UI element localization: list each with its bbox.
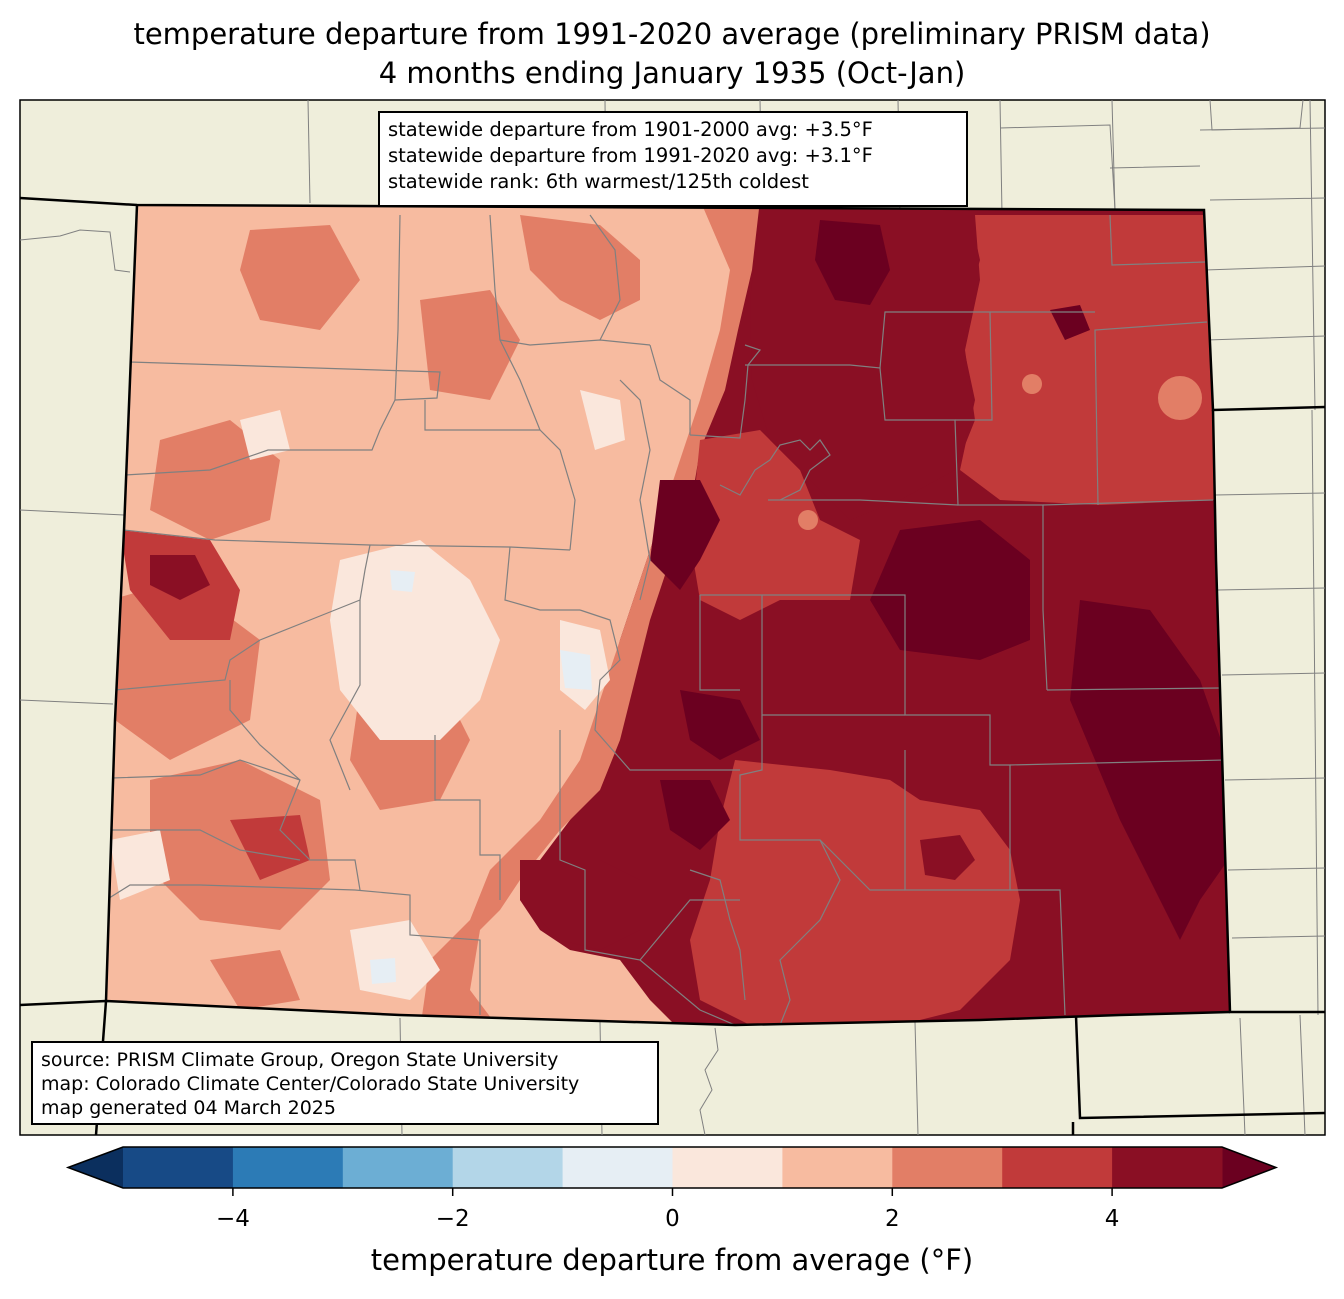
colorbar-tick-label: 0 <box>665 1206 680 1232</box>
colorbar-under-arrow <box>68 1147 123 1188</box>
county-lines <box>106 214 1226 1025</box>
colorbar-tick-label: 4 <box>1104 1206 1120 1232</box>
colorbar-bin <box>342 1147 454 1188</box>
colorbar-bin <box>123 1147 234 1188</box>
colorbar-tick-label: 2 <box>884 1206 900 1232</box>
source-line: source: PRISM Climate Group, Oregon Stat… <box>41 1049 559 1071</box>
map-credit-line: map: Colorado Climate Center/Colorado St… <box>41 1073 580 1095</box>
colorbar-bin <box>562 1147 673 1188</box>
statewide-stats-box: statewide departure from 1901-2000 avg: … <box>378 111 968 207</box>
colorbar-bin <box>452 1147 564 1188</box>
map-title-line1: temperature departure from 1991-2020 ave… <box>133 17 1211 51</box>
map-title-line2: 4 months ending January 1935 (Oct-Jan) <box>378 56 966 90</box>
colorbar-bin <box>1112 1147 1223 1188</box>
colorbar-bin <box>232 1147 344 1188</box>
colorbar-tick-label: −4 <box>215 1206 250 1232</box>
colorbar-bin <box>892 1147 1003 1188</box>
colorbar-label: temperature departure from average (°F) <box>370 1243 974 1277</box>
temperature-field <box>106 205 1230 1025</box>
stats-line-rank: statewide rank: 6th warmest/125th coldes… <box>388 170 809 193</box>
generated-date-line: map generated 04 March 2025 <box>41 1097 336 1119</box>
colorbar <box>65 1146 1279 1196</box>
colorbar-bin <box>1002 1147 1113 1188</box>
state-borders <box>20 196 1325 1135</box>
colorbar-over-arrow <box>1222 1147 1276 1188</box>
stats-line-1901-2000: statewide departure from 1901-2000 avg: … <box>388 118 873 141</box>
colorbar-tick-label: −2 <box>435 1206 470 1232</box>
source-credits-box: source: PRISM Climate Group, Oregon Stat… <box>31 1041 659 1125</box>
stats-line-1991-2020: statewide departure from 1991-2020 avg: … <box>388 144 873 167</box>
colorbar-bin <box>782 1147 893 1188</box>
colorbar-bin <box>672 1147 783 1188</box>
colorbar-outline <box>65 1146 1279 1189</box>
